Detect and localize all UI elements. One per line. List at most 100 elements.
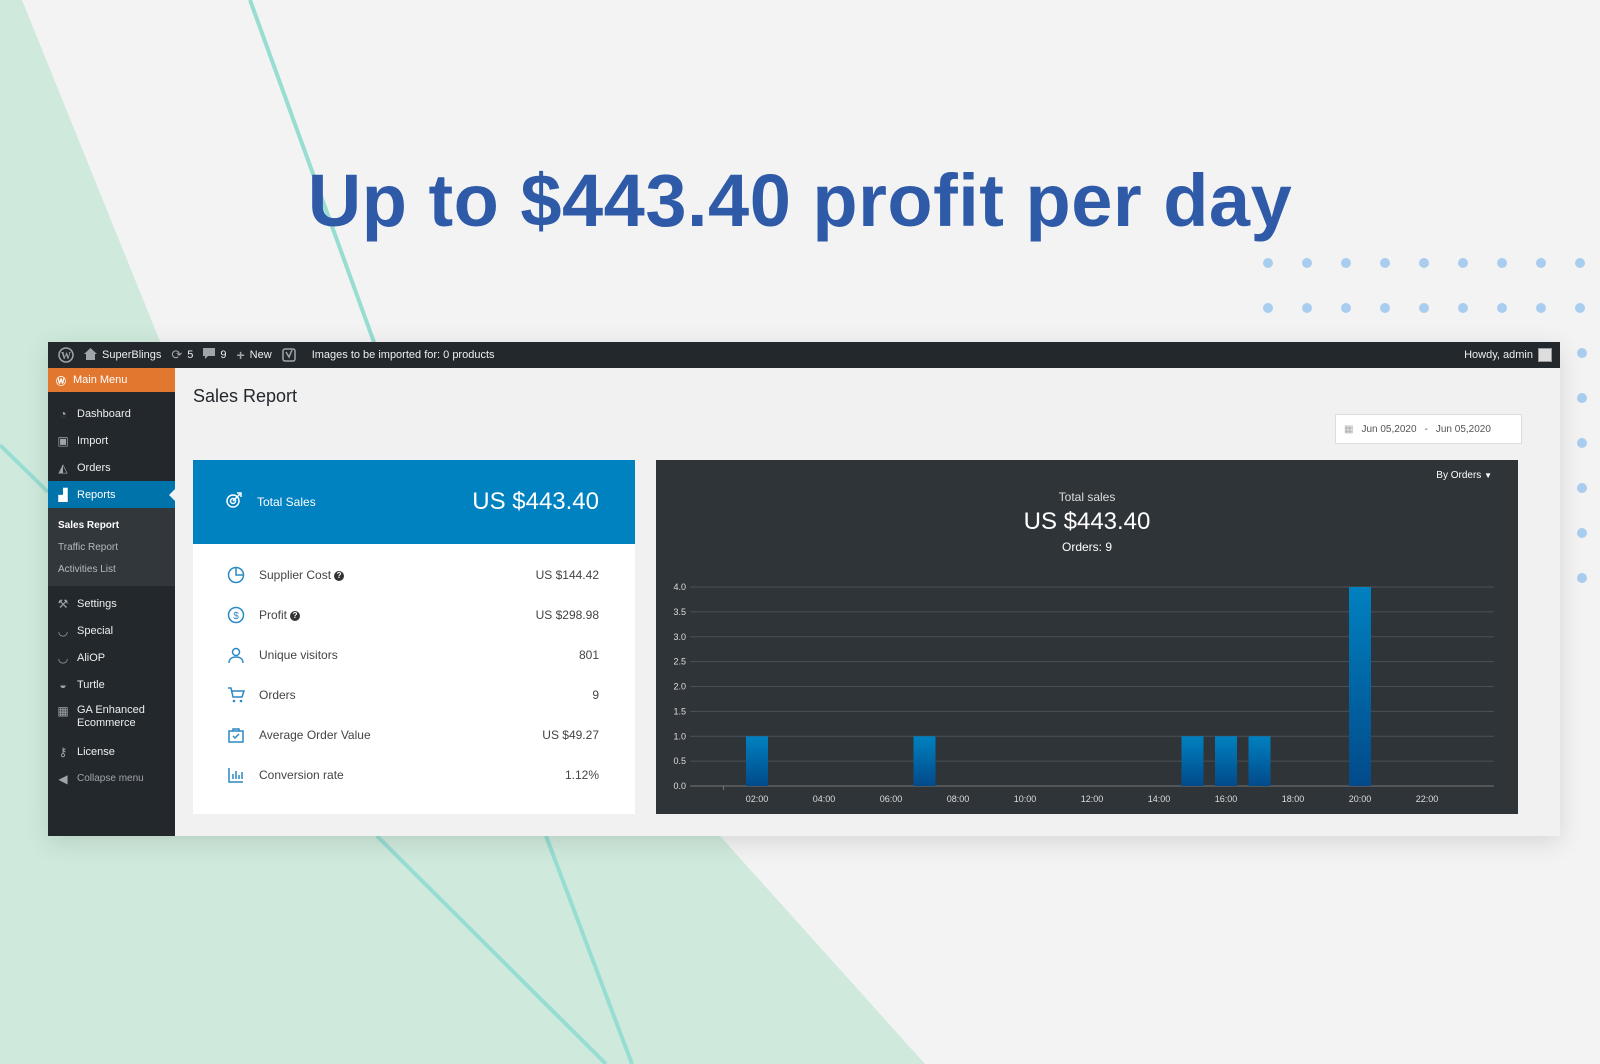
- chart-bar: [1248, 736, 1271, 786]
- y-tick-label: 3.0: [673, 632, 686, 642]
- x-tick-label: 04:00: [813, 794, 836, 804]
- avatar: [1538, 348, 1552, 362]
- decor-dot: [1536, 258, 1546, 268]
- plus-icon: +: [236, 347, 245, 363]
- bar-chart-icon: [225, 764, 247, 786]
- by-orders-dropdown[interactable]: By Orders ▼: [1436, 470, 1492, 481]
- decor-dot: [1497, 258, 1507, 268]
- decor-dot: [1302, 258, 1312, 268]
- x-tick-label: 22:00: [1416, 794, 1439, 804]
- main-menu-label: Main Menu: [73, 374, 128, 386]
- stat-value: 801: [578, 648, 599, 662]
- comments-count: 9: [220, 349, 227, 361]
- wp-admin-screenshot: W SuperBlings ⟳ 5 9 + New Images to be i…: [48, 342, 1560, 836]
- decor-dot: [1263, 303, 1273, 313]
- decor-dot: [1536, 303, 1546, 313]
- decor-dot: [1575, 303, 1585, 313]
- total-sales-header: Total Sales US $443.40: [193, 460, 635, 544]
- date-range-picker[interactable]: ▦ Jun 05,2020 - Jun 05,2020: [1335, 414, 1522, 444]
- sidebar-item-import[interactable]: ▣ Import: [48, 427, 175, 454]
- calendar-icon: ▦: [1344, 423, 1354, 435]
- decor-dot: [1458, 303, 1468, 313]
- sidebar-item-special[interactable]: ◡ Special: [48, 617, 175, 644]
- chart-orders: Orders: 9: [1061, 540, 1112, 554]
- collapse-menu-button[interactable]: ◀ Collapse menu: [48, 765, 175, 792]
- decor-dot: [1577, 348, 1587, 358]
- account-menu[interactable]: Howdy, admin: [1464, 342, 1552, 368]
- decor-dot: [1577, 528, 1587, 538]
- help-icon[interactable]: ?: [290, 611, 301, 621]
- decor-dot: [1380, 258, 1390, 268]
- total-sales-value: US $443.40: [472, 488, 599, 515]
- decor-dot: [1419, 258, 1429, 268]
- decor-dot: [1302, 303, 1312, 313]
- stat-value: 9: [592, 688, 599, 702]
- main-menu-button[interactable]: Ⓦ Main Menu: [48, 368, 175, 392]
- sidebar-item-turtle[interactable]: ◒ Turtle: [48, 671, 175, 698]
- site-name: SuperBlings: [102, 349, 162, 361]
- stat-label: Orders: [259, 688, 296, 702]
- chart-bar: [746, 736, 768, 786]
- sidebar-item-ga-enhanced[interactable]: ▦ GA Enhanced Ecommerce: [48, 698, 175, 738]
- yoast-icon[interactable]: [281, 342, 296, 368]
- chart-total: US $443.40: [1023, 508, 1151, 535]
- y-tick-label: 1.0: [673, 731, 686, 741]
- stat-label: Supplier Cost: [259, 568, 332, 582]
- sidebar-item-license[interactable]: ⚷ License: [48, 738, 175, 765]
- bar-chart-icon: ▟: [58, 487, 68, 502]
- import-notice[interactable]: Images to be imported for: 0 products: [311, 349, 495, 361]
- sales-chart-panel: 0.0 0.5 1.0 1.5 2.0 2.5 3.0 3.5 4.0 02:00 04:00 06:…: [656, 460, 1518, 814]
- collapse-icon: ◀: [58, 771, 68, 786]
- comment-icon: [203, 348, 216, 362]
- y-tick-label: 0.0: [673, 781, 686, 791]
- sidebar-item-label: Dashboard: [77, 407, 131, 420]
- x-tick-label: 16:00: [1215, 794, 1238, 804]
- sidebar-item-reports[interactable]: ▟ Reports: [48, 481, 175, 508]
- decor-dot: [1341, 258, 1351, 268]
- total-sales-label: Total Sales: [257, 495, 316, 509]
- stat-value: US $298.98: [535, 608, 599, 622]
- new-content-link[interactable]: + New: [236, 342, 271, 368]
- stat-label: Unique visitors: [259, 648, 338, 662]
- page-title: Sales Report: [193, 386, 298, 406]
- target-icon: [225, 491, 243, 514]
- stat-row-supplier-cost: Supplier Cost? US $144.42: [193, 555, 635, 595]
- decor-dot: [1577, 393, 1587, 403]
- sidebar-item-label: License: [77, 745, 115, 758]
- comments-link[interactable]: 9: [203, 342, 226, 368]
- svg-text:$: $: [233, 611, 239, 622]
- svg-text:W: W: [61, 351, 71, 362]
- decor-dot: [1577, 483, 1587, 493]
- submenu-traffic-report[interactable]: Traffic Report: [58, 541, 119, 553]
- y-tick-label: 3.5: [673, 607, 686, 617]
- sidebar-item-label: AliOP: [77, 651, 106, 664]
- chart-bar: [913, 736, 936, 786]
- dropdown-label: By Orders: [1436, 470, 1482, 481]
- sidebar-item-dashboard[interactable]: ◔ Dashboard: [48, 400, 175, 427]
- y-tick-label: 4.0: [673, 582, 686, 592]
- help-icon[interactable]: ?: [334, 571, 345, 581]
- chart-bar: [1215, 736, 1237, 786]
- x-tick-label: 02:00: [746, 794, 769, 804]
- chart-bar: [1349, 587, 1371, 786]
- bag-icon: ▣: [57, 433, 69, 448]
- submenu-sales-report[interactable]: Sales Report: [58, 519, 120, 531]
- y-tick-label: 2.5: [673, 657, 686, 667]
- sidebar-item-orders[interactable]: ◭ Orders: [48, 454, 175, 481]
- admin-bar: W SuperBlings ⟳ 5 9 + New Images to be i…: [48, 342, 1560, 368]
- caret-down-icon: ▼: [1484, 471, 1492, 480]
- site-name-link[interactable]: SuperBlings: [84, 342, 161, 368]
- updates-link[interactable]: ⟳ 5: [171, 342, 193, 368]
- y-tick-label: 1.5: [673, 706, 686, 716]
- stat-label: Average Order Value: [259, 728, 371, 742]
- new-label: New: [249, 349, 272, 361]
- key-icon: ⚷: [58, 744, 68, 759]
- sidebar-item-aliop[interactable]: ◡ AliOP: [48, 644, 175, 671]
- wordpress-logo-icon[interactable]: W: [58, 342, 74, 368]
- stat-label: Profit: [259, 608, 288, 622]
- sidebar-item-label: Settings: [77, 597, 117, 610]
- sidebar-item-settings[interactable]: ⚒ Settings: [48, 590, 175, 617]
- submenu-activities-list[interactable]: Activities List: [58, 563, 116, 575]
- turtle-icon: ◒: [59, 677, 67, 692]
- sidebar-item-label: GA Enhanced Ecommerce: [77, 704, 145, 729]
